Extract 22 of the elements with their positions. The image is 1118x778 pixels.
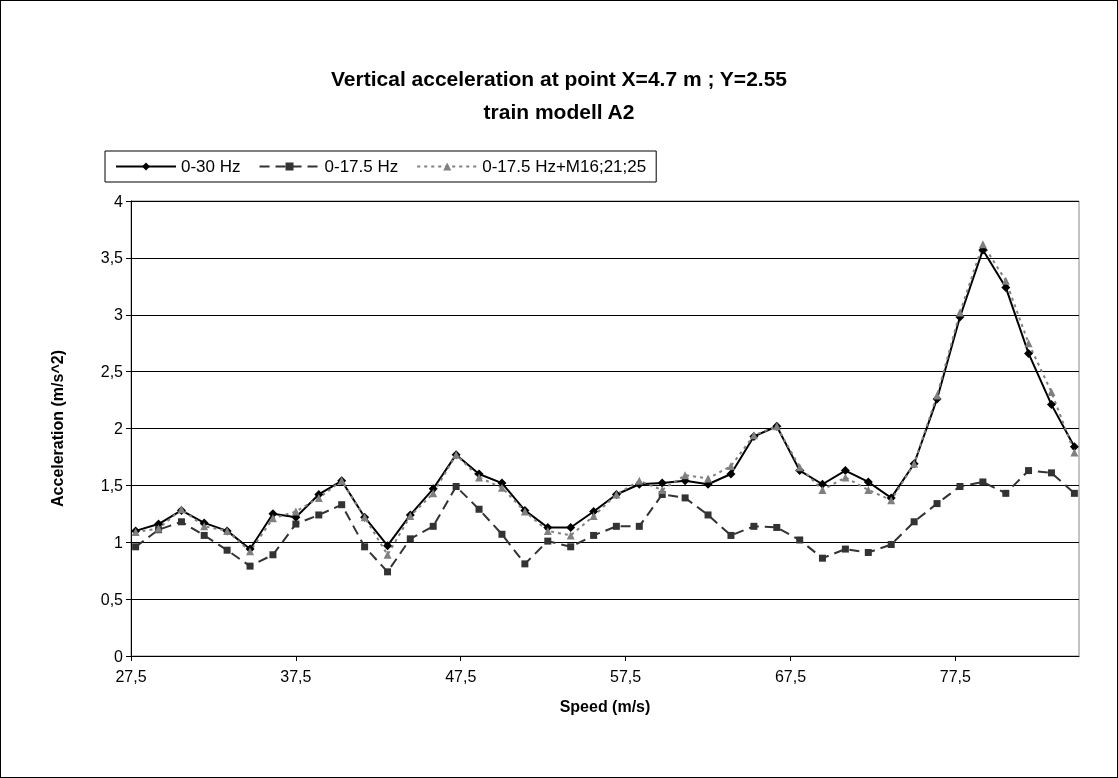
y-tick-label: 2: [114, 420, 124, 437]
y-tick-label: 4: [114, 192, 124, 210]
legend-label: 0-30 Hz: [181, 157, 241, 176]
chart-title: Vertical acceleration at point X=4.7 m ; Y=2.55: [330, 67, 788, 90]
y-axis-title: Acceleration (m/s^2): [48, 350, 66, 507]
x-tick-label: 67,5: [774, 667, 807, 685]
x-tick-label: 47,5: [445, 667, 477, 685]
y-tick-label: 0,5: [100, 590, 124, 608]
x-tick-label: 77,5: [939, 667, 972, 685]
x-tick-label: 37,5: [280, 667, 312, 685]
y-tick-label: 1: [114, 533, 124, 551]
x-tick-label: 27,5: [115, 667, 147, 685]
y-tick-label: 3,5: [100, 249, 124, 267]
chart-subtitle: train modell A2: [483, 100, 635, 123]
legend-label: 0-17.5 Hz: [324, 157, 399, 176]
y-tick-label: 0: [114, 647, 124, 665]
y-tick-label: 1,5: [100, 476, 124, 494]
y-tick-label: 2,5: [100, 363, 124, 381]
legend-label: 0-17.5 Hz+M16;21;25: [482, 157, 647, 176]
x-axis-title: Speed (m/s): [559, 697, 651, 715]
x-tick-label: 57,5: [610, 667, 642, 685]
y-tick-label: 3: [114, 306, 124, 324]
